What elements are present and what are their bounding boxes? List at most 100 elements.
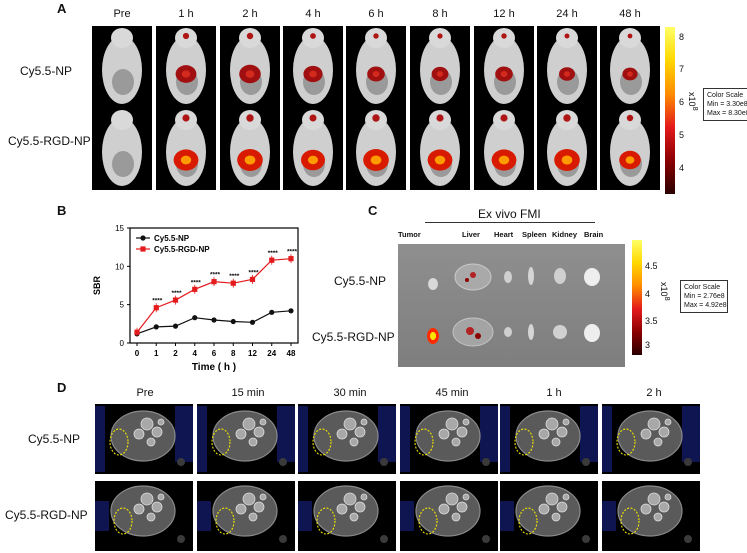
x-tick-label: 24 <box>267 349 276 358</box>
colorbar-a-tick: 8 <box>679 32 685 42</box>
x-tick-label: 1 <box>154 349 159 358</box>
tumor-signal <box>430 332 436 340</box>
colorbar-a-tick: 5 <box>679 130 685 140</box>
colorbar-c <box>632 240 642 355</box>
row-cy55-rgd-np-organs <box>427 317 600 347</box>
colorbar-c-tick: 4.5 <box>645 261 658 271</box>
mouse-image <box>600 108 660 190</box>
liver-signal <box>466 327 474 335</box>
mouse-image <box>92 108 152 190</box>
row-label: Cy5.5-RGD-NP <box>312 330 395 344</box>
mouse-image <box>600 26 660 108</box>
liver-signal <box>470 272 476 278</box>
timepoint-label: 8 h <box>432 8 448 20</box>
ct-image <box>602 481 700 551</box>
mouse-body <box>610 28 650 104</box>
colorbar-a-tick: 7 <box>679 64 685 74</box>
x-tick-label: 6 <box>212 349 217 358</box>
ct-image <box>95 404 193 474</box>
colorbar-c-tick: 3 <box>645 340 651 350</box>
colorbar-a-tick: 6 <box>679 97 685 107</box>
ct-image <box>400 404 498 474</box>
colorbar-a-exponent: x108 <box>687 92 700 111</box>
ct-slice <box>95 485 185 543</box>
mouse-image <box>410 108 470 190</box>
exponent-power: 8 <box>691 106 700 111</box>
mouse-body <box>166 110 206 186</box>
exponent-power: 8 <box>663 296 672 301</box>
mouse-body <box>547 110 587 186</box>
x-tick-label: 4 <box>193 349 198 358</box>
data-point <box>269 309 275 315</box>
organ-label: Liver <box>462 230 480 239</box>
mouse-body <box>102 28 142 104</box>
ex-vivo-image <box>398 244 625 367</box>
ct-image <box>400 481 498 551</box>
ct-image <box>602 404 700 474</box>
timepoint-label: 1 h <box>178 8 194 20</box>
mouse-image <box>220 26 280 108</box>
color-scale-max: Max = 4.92e8 <box>684 302 727 309</box>
colorbar-a <box>665 27 675 194</box>
mouse-image <box>410 26 470 108</box>
kidney-organ <box>553 325 567 339</box>
liver-signal <box>475 333 481 339</box>
timepoint-label: Pre <box>136 387 154 399</box>
y-tick-label: 0 <box>120 339 125 348</box>
ct-image <box>298 404 396 474</box>
timepoint-label: 2 h <box>646 387 662 399</box>
timepoint-label: 12 h <box>493 8 515 20</box>
exponent-base: x10 <box>659 282 669 297</box>
legend-marker <box>140 246 146 252</box>
significance-label: **** <box>171 290 182 297</box>
data-point <box>172 323 179 329</box>
spleen-organ <box>528 324 534 340</box>
title-underline <box>425 222 595 223</box>
tumor-organ <box>428 278 438 290</box>
row-label: Cy5.5-NP <box>334 274 387 288</box>
color-scale-box-c: Color Scale Min = 2.76e8 Max = 4.92e8 <box>680 280 728 313</box>
colorbar-c-tick: 3.5 <box>645 316 658 326</box>
organ-label: Kidney <box>552 230 578 239</box>
mouse-image <box>283 26 343 108</box>
timepoint-label: 4 h <box>305 8 321 20</box>
ct-slice <box>197 485 287 543</box>
brain-organ <box>584 268 600 286</box>
organ-labels: Tumor Liver Heart Spleen Kidney Brain <box>398 230 625 244</box>
significance-label: **** <box>152 298 163 305</box>
mouse-image <box>283 108 343 190</box>
ct-slice <box>500 485 590 543</box>
color-scale-max: Max = 8.30e8 <box>707 110 747 117</box>
x-tick-label: 8 <box>231 349 236 358</box>
significance-label: **** <box>248 269 259 276</box>
significance-label: **** <box>191 279 202 286</box>
x-tick-label: 0 <box>135 349 140 358</box>
panel-c-label: C <box>368 203 378 218</box>
row-label: Cy5.5-RGD-NP <box>5 508 88 522</box>
mouse-body <box>547 28 587 104</box>
mouse-image <box>92 26 152 108</box>
mouse-image <box>474 26 534 108</box>
panel-d-label: D <box>57 380 67 395</box>
y-tick-label: 15 <box>115 224 124 233</box>
ct-image <box>298 481 396 551</box>
ct-slice <box>95 406 193 472</box>
mouse-body <box>293 28 333 104</box>
significance-label: **** <box>268 250 279 257</box>
timepoint-label: 45 min <box>435 387 469 399</box>
mouse-image <box>346 26 406 108</box>
ct-image <box>95 481 193 551</box>
organ-label: Spleen <box>522 230 547 239</box>
y-axis-label: SBR <box>92 276 102 296</box>
legend-label: Cy5.5-NP <box>154 234 190 243</box>
significance-label: **** <box>210 272 221 279</box>
colorbar-c-exponent: x108 <box>659 282 672 301</box>
ct-image <box>500 404 598 474</box>
color-scale-title: Color Scale <box>684 284 721 291</box>
data-point <box>211 317 217 323</box>
mouse-image <box>537 108 597 190</box>
row-cy55-np-organs <box>428 263 600 291</box>
mouse-image <box>156 108 216 190</box>
mouse-body <box>230 110 270 186</box>
